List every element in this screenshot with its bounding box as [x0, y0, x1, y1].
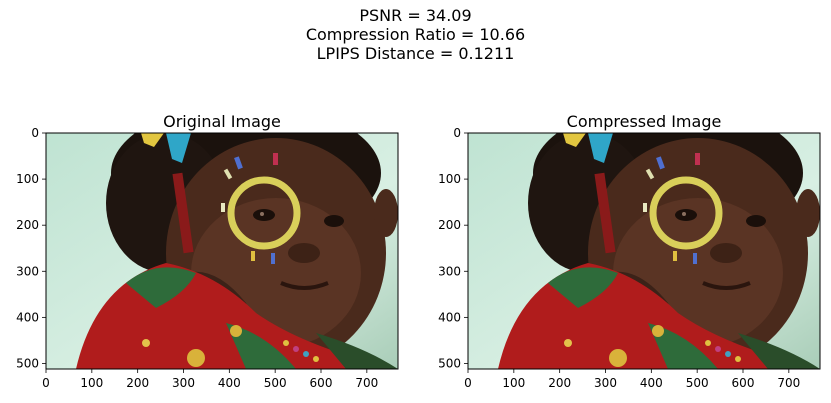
y-tick-label: 100 — [438, 172, 461, 186]
compressed-image-title: Compressed Image — [567, 112, 722, 131]
lpips-text: LPIPS Distance = 0.1211 — [316, 44, 515, 63]
x-tick-label: 400 — [640, 376, 663, 390]
x-tick-label: 300 — [172, 376, 195, 390]
figure-suptitle: PSNR = 34.09 Compression Ratio = 10.66 L… — [0, 6, 831, 63]
x-tick-label: 100 — [502, 376, 525, 390]
x-tick-label: 500 — [264, 376, 287, 390]
x-tick-label: 600 — [732, 376, 755, 390]
x-tick-label: 0 — [464, 376, 472, 390]
original-image-panel: Original Image 0 100 200 300 400 500 600 700 0 1… — [16, 103, 399, 390]
original-image-title: Original Image — [163, 112, 281, 131]
x-tick-label: 0 — [42, 376, 50, 390]
y-tick-label: 400 — [16, 310, 39, 324]
y-tick-label: 200 — [438, 218, 461, 232]
original-image — [46, 103, 398, 369]
x-tick-label: 400 — [218, 376, 241, 390]
x-tick-label: 700 — [355, 376, 378, 390]
compressed-image-panel: Compressed Image 0 100 200 300 400 500 600 700 … — [438, 103, 821, 390]
x-tick-label: 700 — [777, 376, 800, 390]
y-tick-label: 500 — [438, 356, 461, 370]
y-tick-label: 0 — [31, 126, 39, 140]
axes-frame — [45, 132, 399, 370]
x-axis: 0 100 200 300 400 500 600 700 — [464, 369, 800, 390]
x-tick-label: 300 — [594, 376, 617, 390]
y-axis: 0 100 200 300 400 500 — [438, 126, 468, 370]
y-axis: 0 100 200 300 400 500 — [16, 126, 46, 370]
x-tick-label: 600 — [310, 376, 333, 390]
y-tick-label: 100 — [16, 172, 39, 186]
y-tick-label: 300 — [438, 264, 461, 278]
y-tick-label: 300 — [16, 264, 39, 278]
psnr-text: PSNR = 34.09 — [359, 6, 472, 25]
compressed-image — [468, 103, 820, 369]
compression-ratio-text: Compression Ratio = 10.66 — [305, 25, 526, 44]
y-tick-label: 0 — [453, 126, 461, 140]
x-tick-label: 200 — [126, 376, 149, 390]
y-tick-label: 200 — [16, 218, 39, 232]
x-axis: 0 100 200 300 400 500 600 700 — [42, 369, 378, 390]
x-tick-label: 100 — [80, 376, 103, 390]
y-tick-label: 500 — [16, 356, 39, 370]
x-tick-label: 500 — [686, 376, 709, 390]
y-tick-label: 400 — [438, 310, 461, 324]
x-tick-label: 200 — [548, 376, 571, 390]
axes-frame — [467, 132, 821, 370]
